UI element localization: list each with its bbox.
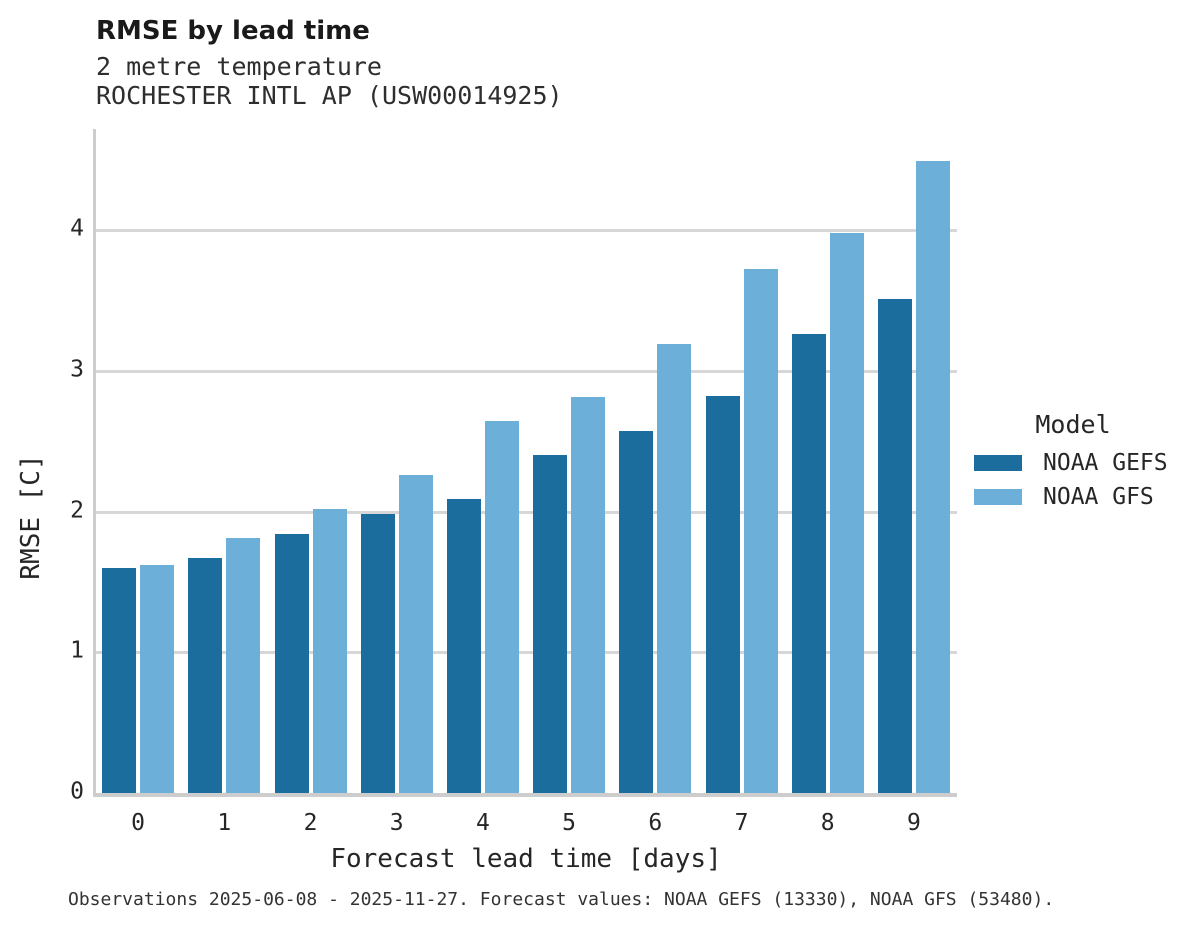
bar-noaa-gefs-lead-0 [102,567,137,793]
bar-noaa-gefs-lead-1 [188,557,223,793]
x-tick-label: 1 [217,810,232,836]
legend-title: Model [1035,410,1111,439]
bar-noaa-gefs-lead-8 [791,334,826,793]
gridline [95,369,957,373]
gridline [95,651,957,655]
chart-title: RMSE by lead time [96,16,370,46]
bar-noaa-gfs-lead-1 [226,538,261,793]
y-tick-label: 4 [70,215,84,242]
x-axis-spine [93,793,957,797]
x-tick-label: 8 [820,810,835,836]
legend-items: NOAA GEFS NOAA GFS [974,446,1172,514]
caption: Observations 2025-06-08 - 2025-11-27. Fo… [68,889,1055,910]
gridline [95,510,957,514]
y-tick-label: 0 [70,778,84,805]
x-tick-label: 9 [906,810,921,836]
bar-noaa-gfs-lead-9 [915,161,950,793]
bar-noaa-gfs-lead-4 [484,421,519,793]
bar-noaa-gfs-lead-5 [571,397,606,793]
x-tick-label: 0 [131,810,146,836]
y-tick-label: 3 [70,356,84,383]
bar-noaa-gefs-lead-6 [619,431,654,793]
x-tick-label: 3 [389,810,404,836]
legend-swatch-noaa-gfs [974,489,1022,505]
x-tick-label: 6 [648,810,663,836]
legend-item-label: NOAA GEFS [1043,450,1168,476]
x-tick-label: 7 [734,810,749,836]
bar-noaa-gfs-lead-2 [312,508,347,793]
gridline [95,229,957,232]
bar-noaa-gefs-lead-7 [705,396,740,793]
legend-swatch-noaa-gefs [974,455,1022,471]
legend: Model NOAA GEFS NOAA GFS [974,410,1172,514]
bar-noaa-gefs-lead-2 [274,534,309,793]
legend-item-noaa-gefs: NOAA GEFS [974,446,1172,480]
x-tick-label: 2 [303,810,318,836]
y-axis-label: RMSE [C] [16,454,46,580]
bar-noaa-gfs-lead-6 [657,344,692,793]
x-tick-label: 4 [475,810,490,836]
bar-noaa-gfs-lead-0 [140,564,175,793]
x-axis-label: Forecast lead time [days] [330,844,722,874]
legend-item-noaa-gfs: NOAA GFS [974,480,1172,514]
bar-noaa-gefs-lead-3 [360,514,395,793]
bar-noaa-gefs-lead-4 [446,498,481,793]
bar-noaa-gfs-lead-8 [829,232,864,793]
y-tick-label: 2 [70,497,84,524]
y-tick-label: 1 [70,637,84,664]
x-tick-label: 5 [562,810,577,836]
bar-noaa-gfs-lead-7 [743,269,778,793]
bar-noaa-gefs-lead-9 [877,298,912,793]
legend-item-label: NOAA GFS [1043,484,1154,510]
chart-subtitle-variable: 2 metre temperature [96,52,382,81]
chart-subtitle-station: ROCHESTER INTL AP (USW00014925) [96,81,563,110]
y-axis-spine [93,129,96,797]
bar-noaa-gfs-lead-3 [398,474,433,793]
bar-noaa-gefs-lead-5 [533,455,568,793]
